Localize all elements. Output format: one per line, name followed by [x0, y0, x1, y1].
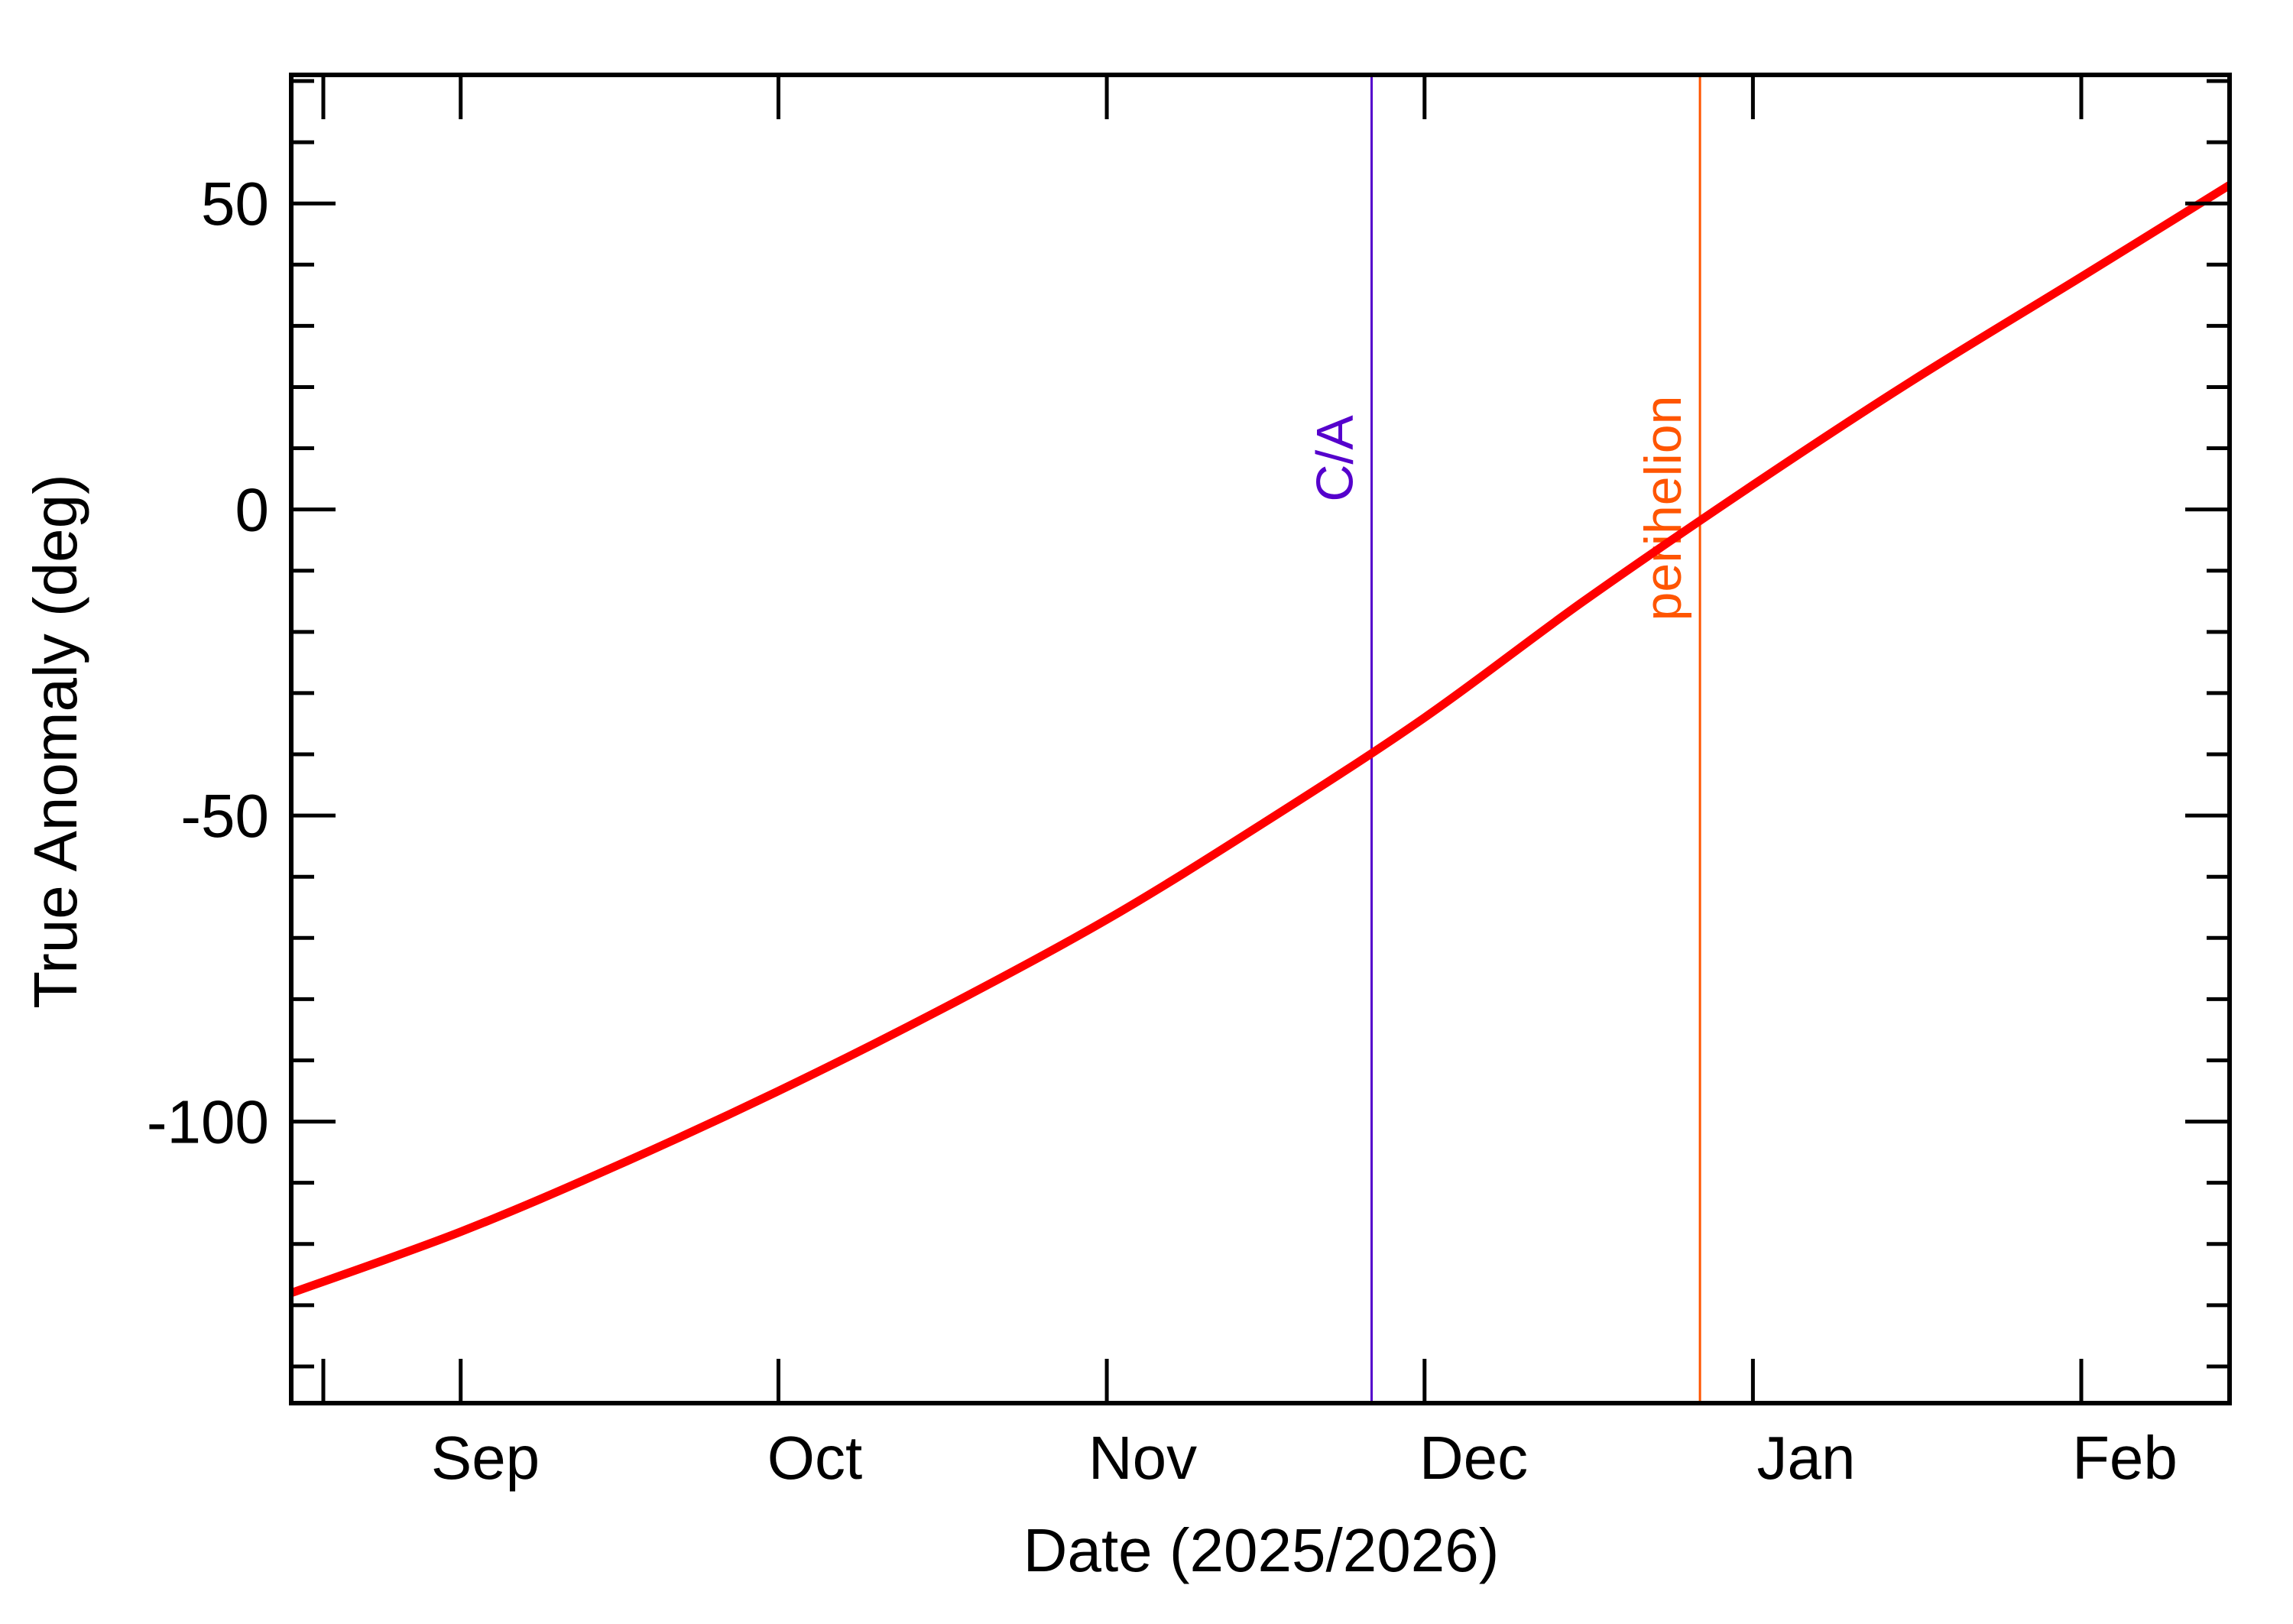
axes-layer: Sep Oct Nov Dec Jan Feb 50 0 -50 -100 — [147, 73, 2232, 1492]
y-axis-title: True Anomaly (deg) — [21, 474, 89, 1009]
plot-area — [291, 75, 2230, 1403]
annotation-label-0: C/A — [1306, 415, 1364, 502]
x-axis-title: Date (2025/2026) — [1023, 1516, 1500, 1584]
plot-frame — [289, 73, 2232, 1405]
y-tick-label-0: 50 — [201, 170, 269, 238]
x-tick-label-4: Jan — [1757, 1424, 1856, 1492]
y-tick-label-2: -50 — [180, 782, 269, 850]
x-tick-label-1: Oct — [767, 1424, 862, 1492]
x-tick-label-2: Nov — [1088, 1424, 1197, 1492]
y-tick-label-1: 0 — [235, 476, 270, 544]
series-line-0 — [290, 181, 2232, 1298]
x-tick-label-5: Feb — [2072, 1424, 2178, 1492]
annotation-layer: C/A perihelion — [1306, 75, 1701, 1403]
y-tick-label-3: -100 — [147, 1088, 269, 1156]
plot-layer — [291, 75, 2230, 1403]
annotation-label-1: perihelion — [1634, 396, 1692, 621]
x-tick-label-0: Sep — [431, 1424, 540, 1492]
x-tick-label-3: Dec — [1419, 1424, 1528, 1492]
series-layer — [290, 181, 2232, 1298]
